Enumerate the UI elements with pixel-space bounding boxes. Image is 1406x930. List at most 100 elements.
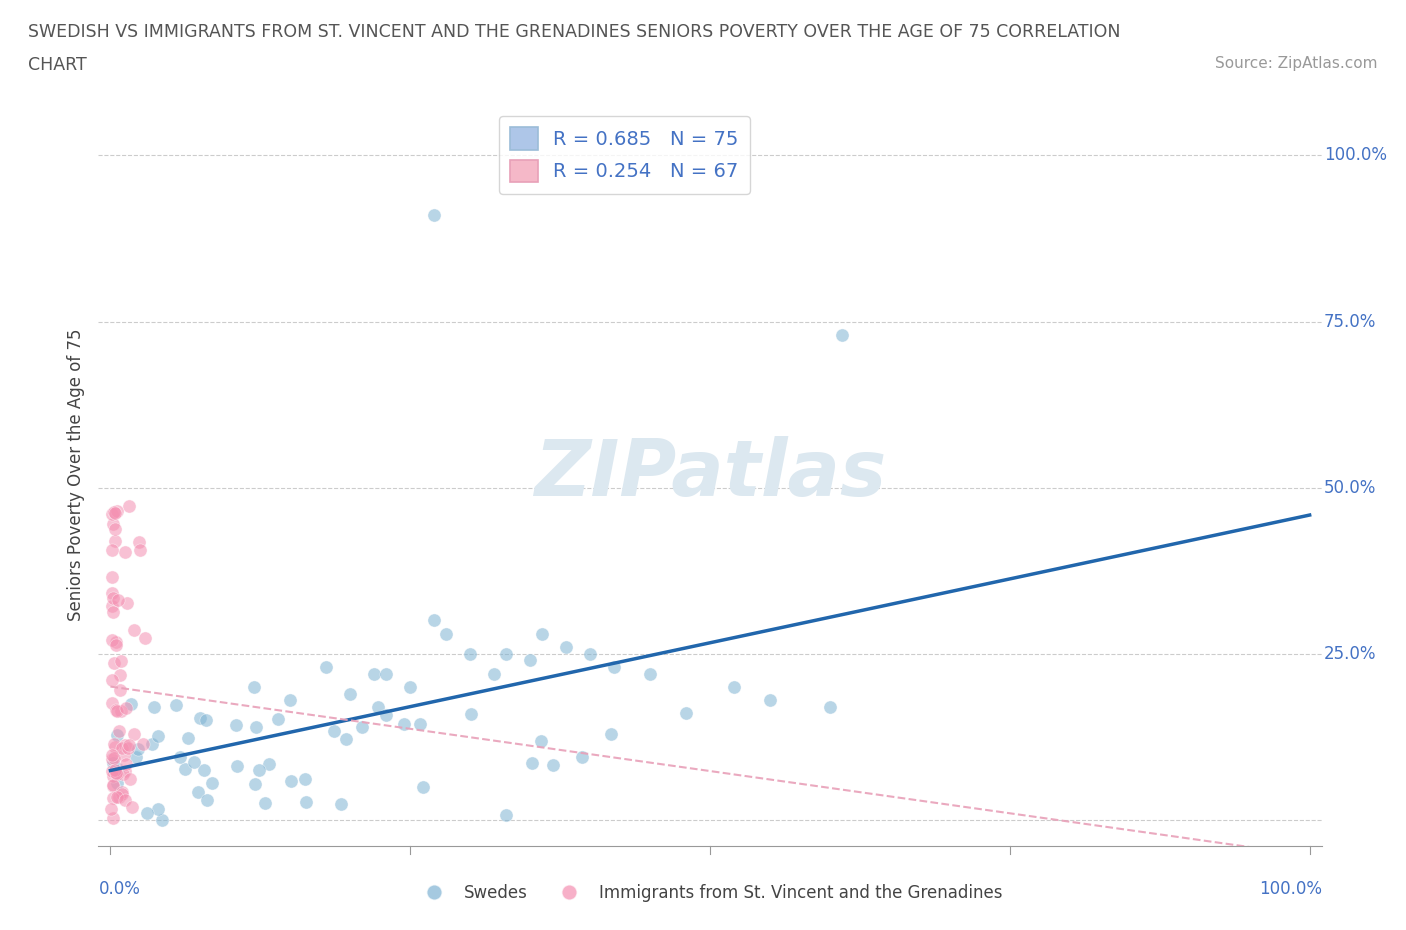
Point — [100, 570, 122, 585]
Point — [103, 778, 125, 793]
Point — [134, 631, 156, 645]
Point — [105, 776, 128, 790]
Point — [245, 720, 267, 735]
Point — [115, 701, 138, 716]
Point — [460, 706, 482, 721]
Point — [522, 755, 544, 770]
Point — [482, 666, 505, 681]
Point — [103, 591, 125, 605]
Point — [117, 737, 139, 752]
Point — [101, 517, 124, 532]
Point — [638, 666, 661, 681]
Point — [339, 686, 361, 701]
Point — [111, 784, 134, 799]
Text: SWEDISH VS IMMIGRANTS FROM ST. VINCENT AND THE GRENADINES SENIORS POVERTY OVER T: SWEDISH VS IMMIGRANTS FROM ST. VINCENT A… — [28, 23, 1121, 41]
Text: 50.0%: 50.0% — [1324, 479, 1376, 497]
Point — [193, 763, 215, 777]
Point — [423, 207, 446, 222]
Text: 25.0%: 25.0% — [1324, 644, 1376, 663]
Point — [495, 646, 517, 661]
Point — [114, 545, 136, 560]
Point — [165, 698, 187, 713]
Point — [723, 680, 745, 695]
Point — [100, 751, 122, 766]
Point — [120, 697, 142, 711]
Point — [107, 592, 129, 607]
Point — [541, 757, 564, 772]
Point — [127, 741, 149, 756]
Legend: Swedes, Immigrants from St. Vincent and the Grenadines: Swedes, Immigrants from St. Vincent and … — [411, 877, 1010, 909]
Point — [142, 699, 165, 714]
Point — [108, 789, 131, 804]
Point — [105, 727, 128, 742]
Point — [114, 737, 136, 752]
Point — [278, 693, 301, 708]
Point — [104, 702, 127, 717]
Text: 100.0%: 100.0% — [1258, 880, 1322, 897]
Point — [243, 680, 266, 695]
Point — [118, 498, 141, 513]
Point — [105, 704, 128, 719]
Point — [243, 777, 266, 791]
Point — [105, 638, 128, 653]
Point — [335, 732, 357, 747]
Point — [253, 796, 276, 811]
Point — [105, 504, 128, 519]
Point — [105, 766, 128, 781]
Point — [174, 762, 197, 777]
Point — [363, 666, 385, 681]
Point — [603, 659, 626, 674]
Point — [375, 666, 398, 681]
Point — [531, 626, 554, 641]
Point — [148, 802, 170, 817]
Point — [759, 693, 782, 708]
Point — [818, 699, 841, 714]
Text: 75.0%: 75.0% — [1324, 312, 1376, 330]
Point — [105, 790, 128, 804]
Point — [136, 806, 159, 821]
Point — [108, 668, 131, 683]
Point — [132, 737, 155, 751]
Point — [201, 776, 224, 790]
Point — [103, 737, 125, 751]
Point — [128, 534, 150, 549]
Point — [530, 734, 553, 749]
Point — [121, 799, 143, 814]
Point — [125, 750, 148, 764]
Point — [169, 750, 191, 764]
Point — [187, 784, 209, 799]
Point — [110, 741, 132, 756]
Point — [409, 717, 432, 732]
Point — [124, 622, 146, 637]
Point — [111, 766, 134, 781]
Point — [188, 711, 211, 725]
Point — [104, 765, 127, 780]
Point — [100, 599, 122, 614]
Point — [675, 706, 697, 721]
Point — [412, 779, 434, 794]
Point — [101, 756, 124, 771]
Point — [183, 754, 205, 769]
Point — [322, 724, 344, 738]
Point — [392, 717, 415, 732]
Point — [176, 731, 198, 746]
Point — [108, 724, 131, 738]
Point — [519, 653, 541, 668]
Point — [374, 708, 396, 723]
Text: ZIPatlas: ZIPatlas — [534, 436, 886, 512]
Point — [226, 759, 249, 774]
Point — [330, 797, 353, 812]
Point — [101, 605, 124, 620]
Point — [571, 750, 593, 764]
Point — [101, 764, 124, 778]
Y-axis label: Seniors Poverty Over the Age of 75: Seniors Poverty Over the Age of 75 — [66, 328, 84, 620]
Point — [103, 656, 125, 671]
Point — [225, 717, 247, 732]
Text: CHART: CHART — [28, 56, 87, 73]
Point — [257, 757, 280, 772]
Point — [107, 762, 129, 777]
Point — [599, 726, 621, 741]
Point — [579, 646, 602, 661]
Point — [247, 763, 270, 777]
Point — [129, 543, 152, 558]
